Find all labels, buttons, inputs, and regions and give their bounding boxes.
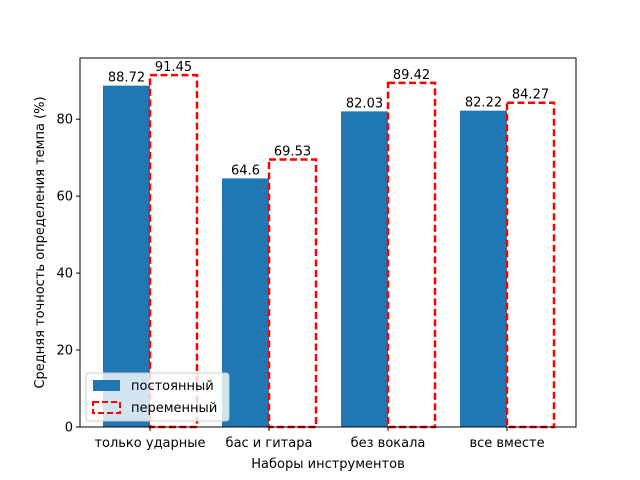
x-axis: только ударные бас и гитара без вокала все … — [94, 427, 545, 451]
legend: постоянный переменный — [85, 372, 230, 422]
bar-constant-1 — [222, 178, 269, 427]
data-labels-layer: 88.72 91.45 64.6 69.53 82.03 89.42 82.22 84.27 — [108, 60, 549, 178]
data-label-variable-3: 84.27 — [512, 88, 549, 103]
y-tick-label-0: 0 — [65, 421, 73, 436]
plot-frame — [79, 57, 577, 428]
bar-variable-3 — [505, 101, 556, 429]
x-tick-label-0: только ударные — [94, 436, 205, 451]
bar-constant-3 — [460, 110, 507, 427]
data-label-constant-2: 82.03 — [346, 96, 383, 111]
bar-constant-0 — [103, 85, 150, 428]
data-label-constant-0: 88.72 — [108, 71, 145, 86]
y-tick-label-4: 80 — [56, 113, 73, 128]
bar-constant-2 — [341, 111, 388, 427]
data-label-variable-0: 91.45 — [155, 60, 192, 75]
x-tick-label-3: все вместе — [469, 436, 544, 451]
x-tick-label-2: без вокала — [351, 436, 426, 451]
data-label-constant-1: 64.6 — [231, 163, 260, 178]
data-label-variable-1: 69.53 — [274, 144, 311, 159]
x-axis-title: Наборы инструментов — [251, 457, 404, 472]
y-axis-title: Средняя точность определения темпа (%) — [33, 96, 48, 388]
y-tick-label-1: 20 — [56, 344, 73, 359]
x-tick-label-1: бас и гитара — [226, 436, 313, 451]
y-axis: 0 20 40 60 80 — [56, 113, 80, 436]
legend-box — [85, 372, 230, 422]
y-tick-label-3: 60 — [56, 190, 73, 205]
data-label-variable-2: 89.42 — [393, 68, 430, 83]
y-tick-label-2: 40 — [56, 267, 73, 282]
bar-variable-2 — [386, 81, 437, 429]
data-label-constant-3: 82.22 — [465, 96, 502, 111]
bar-variable-1 — [267, 158, 318, 429]
legend-swatch-constant — [93, 380, 120, 391]
legend-swatch-variable — [92, 401, 121, 414]
legend-label-variable: переменный — [131, 401, 217, 416]
legend-label-constant: постоянный — [131, 379, 214, 394]
